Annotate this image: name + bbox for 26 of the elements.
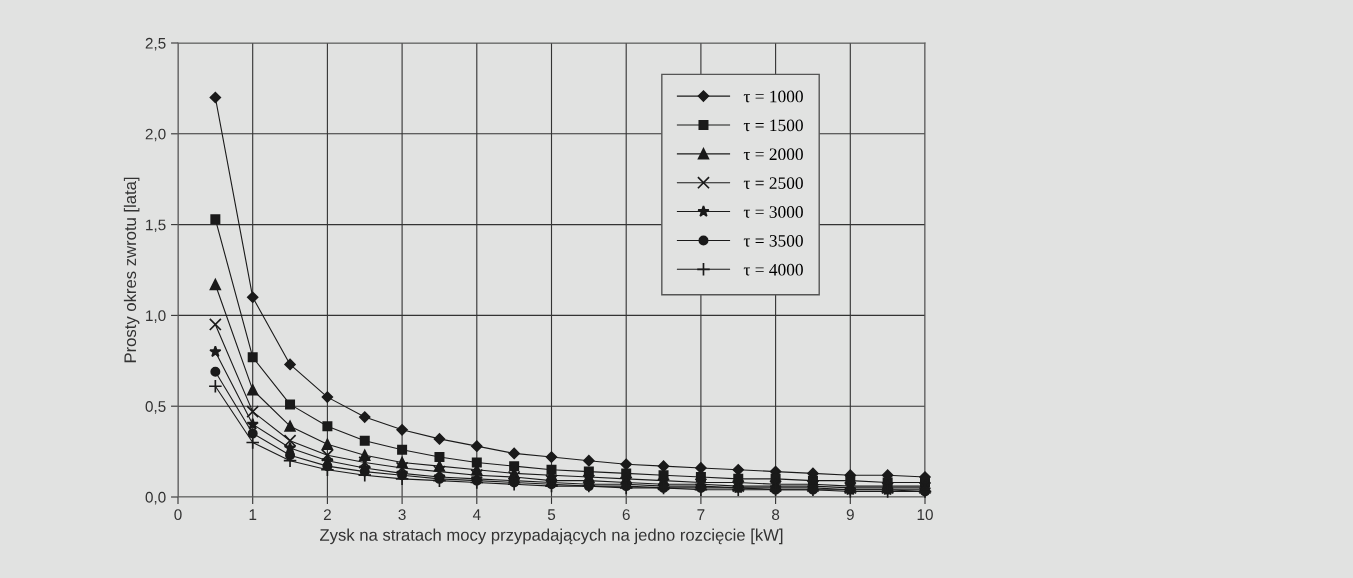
x-tick-label: 5 bbox=[547, 509, 556, 521]
x-tick-label: 9 bbox=[846, 509, 854, 521]
x-tick-label: 0 bbox=[174, 509, 182, 521]
x-tick-label: 4 bbox=[472, 509, 481, 520]
y-tick-label: 2,5 bbox=[145, 37, 166, 51]
y-tick-label: 0,5 bbox=[145, 401, 166, 414]
x-tick-label: 8 bbox=[772, 509, 780, 521]
legend-label: τ = 2000 bbox=[743, 148, 803, 161]
y-tick-label: 2,0 bbox=[145, 128, 166, 142]
legend-label: τ = 3000 bbox=[743, 206, 803, 218]
x-tick-label: 2 bbox=[323, 509, 331, 520]
x-axis-title: Zysk na stratach mocy przypadających na jedno rozcięcie [kW] bbox=[320, 528, 783, 545]
y-tick-label: 0,0 bbox=[145, 491, 166, 505]
legend-label: τ = 1000 bbox=[743, 90, 803, 103]
legend-label: τ = 2500 bbox=[743, 177, 803, 189]
y-tick-label: 1,0 bbox=[146, 310, 166, 323]
y-axis-title: Prosty okres zwrotu [lata] bbox=[123, 177, 140, 363]
y-tick-label: 1,5 bbox=[146, 219, 166, 233]
x-tick-label: 6 bbox=[622, 509, 630, 521]
legend-label: τ = 3500 bbox=[743, 234, 803, 247]
x-tick-label: 1 bbox=[249, 509, 257, 520]
x-tick-label: 10 bbox=[917, 509, 933, 521]
x-tick-label: 3 bbox=[398, 509, 406, 521]
legend-label: τ = 1500 bbox=[743, 119, 803, 132]
x-tick-label: 7 bbox=[697, 509, 705, 520]
legend-label: τ = 4000 bbox=[743, 263, 803, 276]
